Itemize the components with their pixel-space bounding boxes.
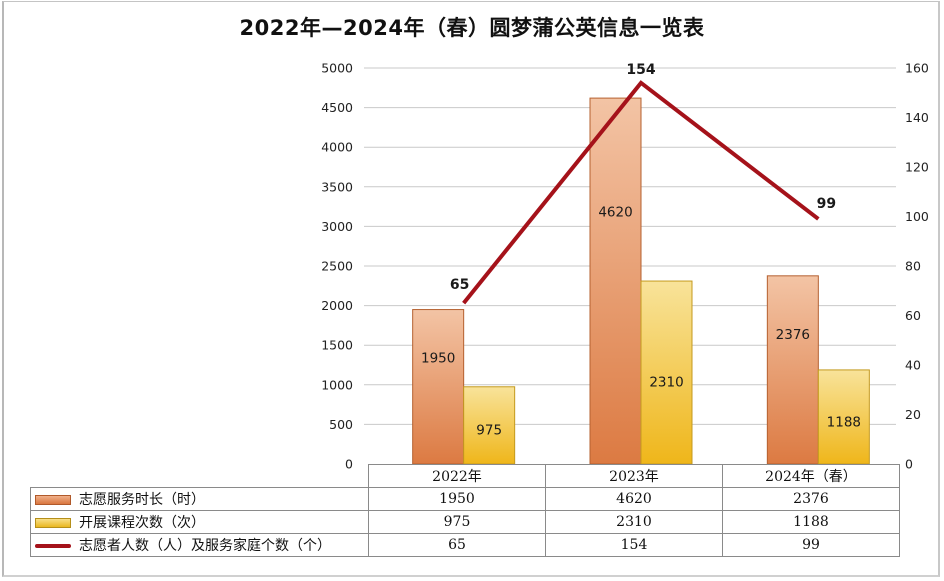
line-volunteers <box>462 80 820 305</box>
y-right-tick-label: 40 <box>905 358 921 373</box>
y-right-tick-label: 0 <box>905 457 913 472</box>
bar-service-hours <box>412 309 465 465</box>
right-axis: 0 20 40 60 80 100 120 140 160 <box>905 61 929 472</box>
line-data-label: 99 <box>817 196 836 212</box>
legend-entry: 志愿者人数（人）及服务家庭个数（个） <box>30 533 369 557</box>
yellow-bar-swatch-icon <box>35 518 71 528</box>
legend-label: 开展课程次数（次） <box>79 515 205 531</box>
table-cell: 99 <box>722 533 900 557</box>
y-right-tick-label: 140 <box>905 110 929 125</box>
data-table: 2022年 2023年 2024年（春） 志愿服务时长（时） 1950 4620… <box>30 464 900 557</box>
bar-data-label: 4620 <box>598 205 632 221</box>
orange-bar-swatch-icon <box>35 495 71 505</box>
bar-data-label: 2376 <box>776 327 810 343</box>
y-left-tick-label: 1500 <box>321 338 353 353</box>
table-cell: 2310 <box>545 510 723 534</box>
data-table-header-row: 2022年 2023年 2024年（春） <box>30 464 900 488</box>
y-left-tick-label: 5000 <box>321 61 353 76</box>
data-table-row: 志愿服务时长（时） 1950 4620 2376 <box>30 487 900 511</box>
data-table-row: 开展课程次数（次） 975 2310 1188 <box>30 510 900 534</box>
table-cell: 65 <box>368 533 546 557</box>
category-label: 2023年 <box>545 464 723 488</box>
y-left-tick-label: 3000 <box>321 219 353 234</box>
line-series <box>462 80 820 305</box>
bar-service-hours <box>766 275 819 465</box>
bar-data-label: 1950 <box>421 350 455 366</box>
table-cell: 2376 <box>722 487 900 511</box>
line-data-label: 65 <box>450 277 469 293</box>
legend-entry: 开展课程次数（次） <box>30 510 369 534</box>
y-right-tick-label: 100 <box>905 209 929 224</box>
line-data-label: 154 <box>626 62 655 78</box>
y-right-tick-label: 160 <box>905 61 929 76</box>
y-left-tick-label: 3500 <box>321 179 353 194</box>
y-right-tick-label: 60 <box>905 308 921 323</box>
y-left-tick-label: 500 <box>329 417 353 432</box>
y-left-tick-label: 4000 <box>321 140 353 155</box>
y-left-tick-label: 2000 <box>321 298 353 313</box>
legend-label: 志愿者人数（人）及服务家庭个数（个） <box>79 538 331 554</box>
data-table-corner <box>30 464 369 488</box>
legend-entry: 志愿服务时长（时） <box>30 487 369 511</box>
data-table-row: 志愿者人数（人）及服务家庭个数（个） 65 154 99 <box>30 533 900 557</box>
chart-title: 2022年—2024年（春）圆梦蒲公英信息一览表 <box>239 16 705 40</box>
bar-course-count <box>817 369 870 465</box>
left-axis: 0 500 1000 1500 2000 2500 3000 3500 4000 4500 5000 <box>321 61 353 472</box>
y-left-tick-label: 2500 <box>321 259 353 274</box>
y-right-tick-label: 80 <box>905 259 921 274</box>
bar-data-label: 975 <box>476 422 502 438</box>
category-label: 2022年 <box>368 464 546 488</box>
bar-data-label: 1188 <box>827 415 861 431</box>
bar-course-count <box>640 280 693 465</box>
y-right-tick-label: 20 <box>905 407 921 422</box>
category-label: 2024年（春） <box>722 464 900 488</box>
table-cell: 4620 <box>545 487 723 511</box>
bar-service-hours <box>589 97 642 465</box>
bar-course-count <box>463 386 516 465</box>
table-cell: 154 <box>545 533 723 557</box>
table-cell: 1950 <box>368 487 546 511</box>
table-cell: 975 <box>368 510 546 534</box>
y-right-tick-label: 120 <box>905 160 929 175</box>
legend-label: 志愿服务时长（时） <box>79 492 205 508</box>
y-left-tick-label: 4500 <box>321 100 353 115</box>
y-left-tick-label: 0 <box>345 457 353 472</box>
data-labels: 1950 975 4620 2310 2376 1188 65 154 99 <box>421 62 861 438</box>
y-left-tick-label: 1000 <box>321 377 353 392</box>
bars <box>412 97 870 465</box>
table-cell: 1188 <box>722 510 900 534</box>
red-line-swatch-icon <box>35 544 71 548</box>
bar-data-label: 2310 <box>649 375 683 391</box>
